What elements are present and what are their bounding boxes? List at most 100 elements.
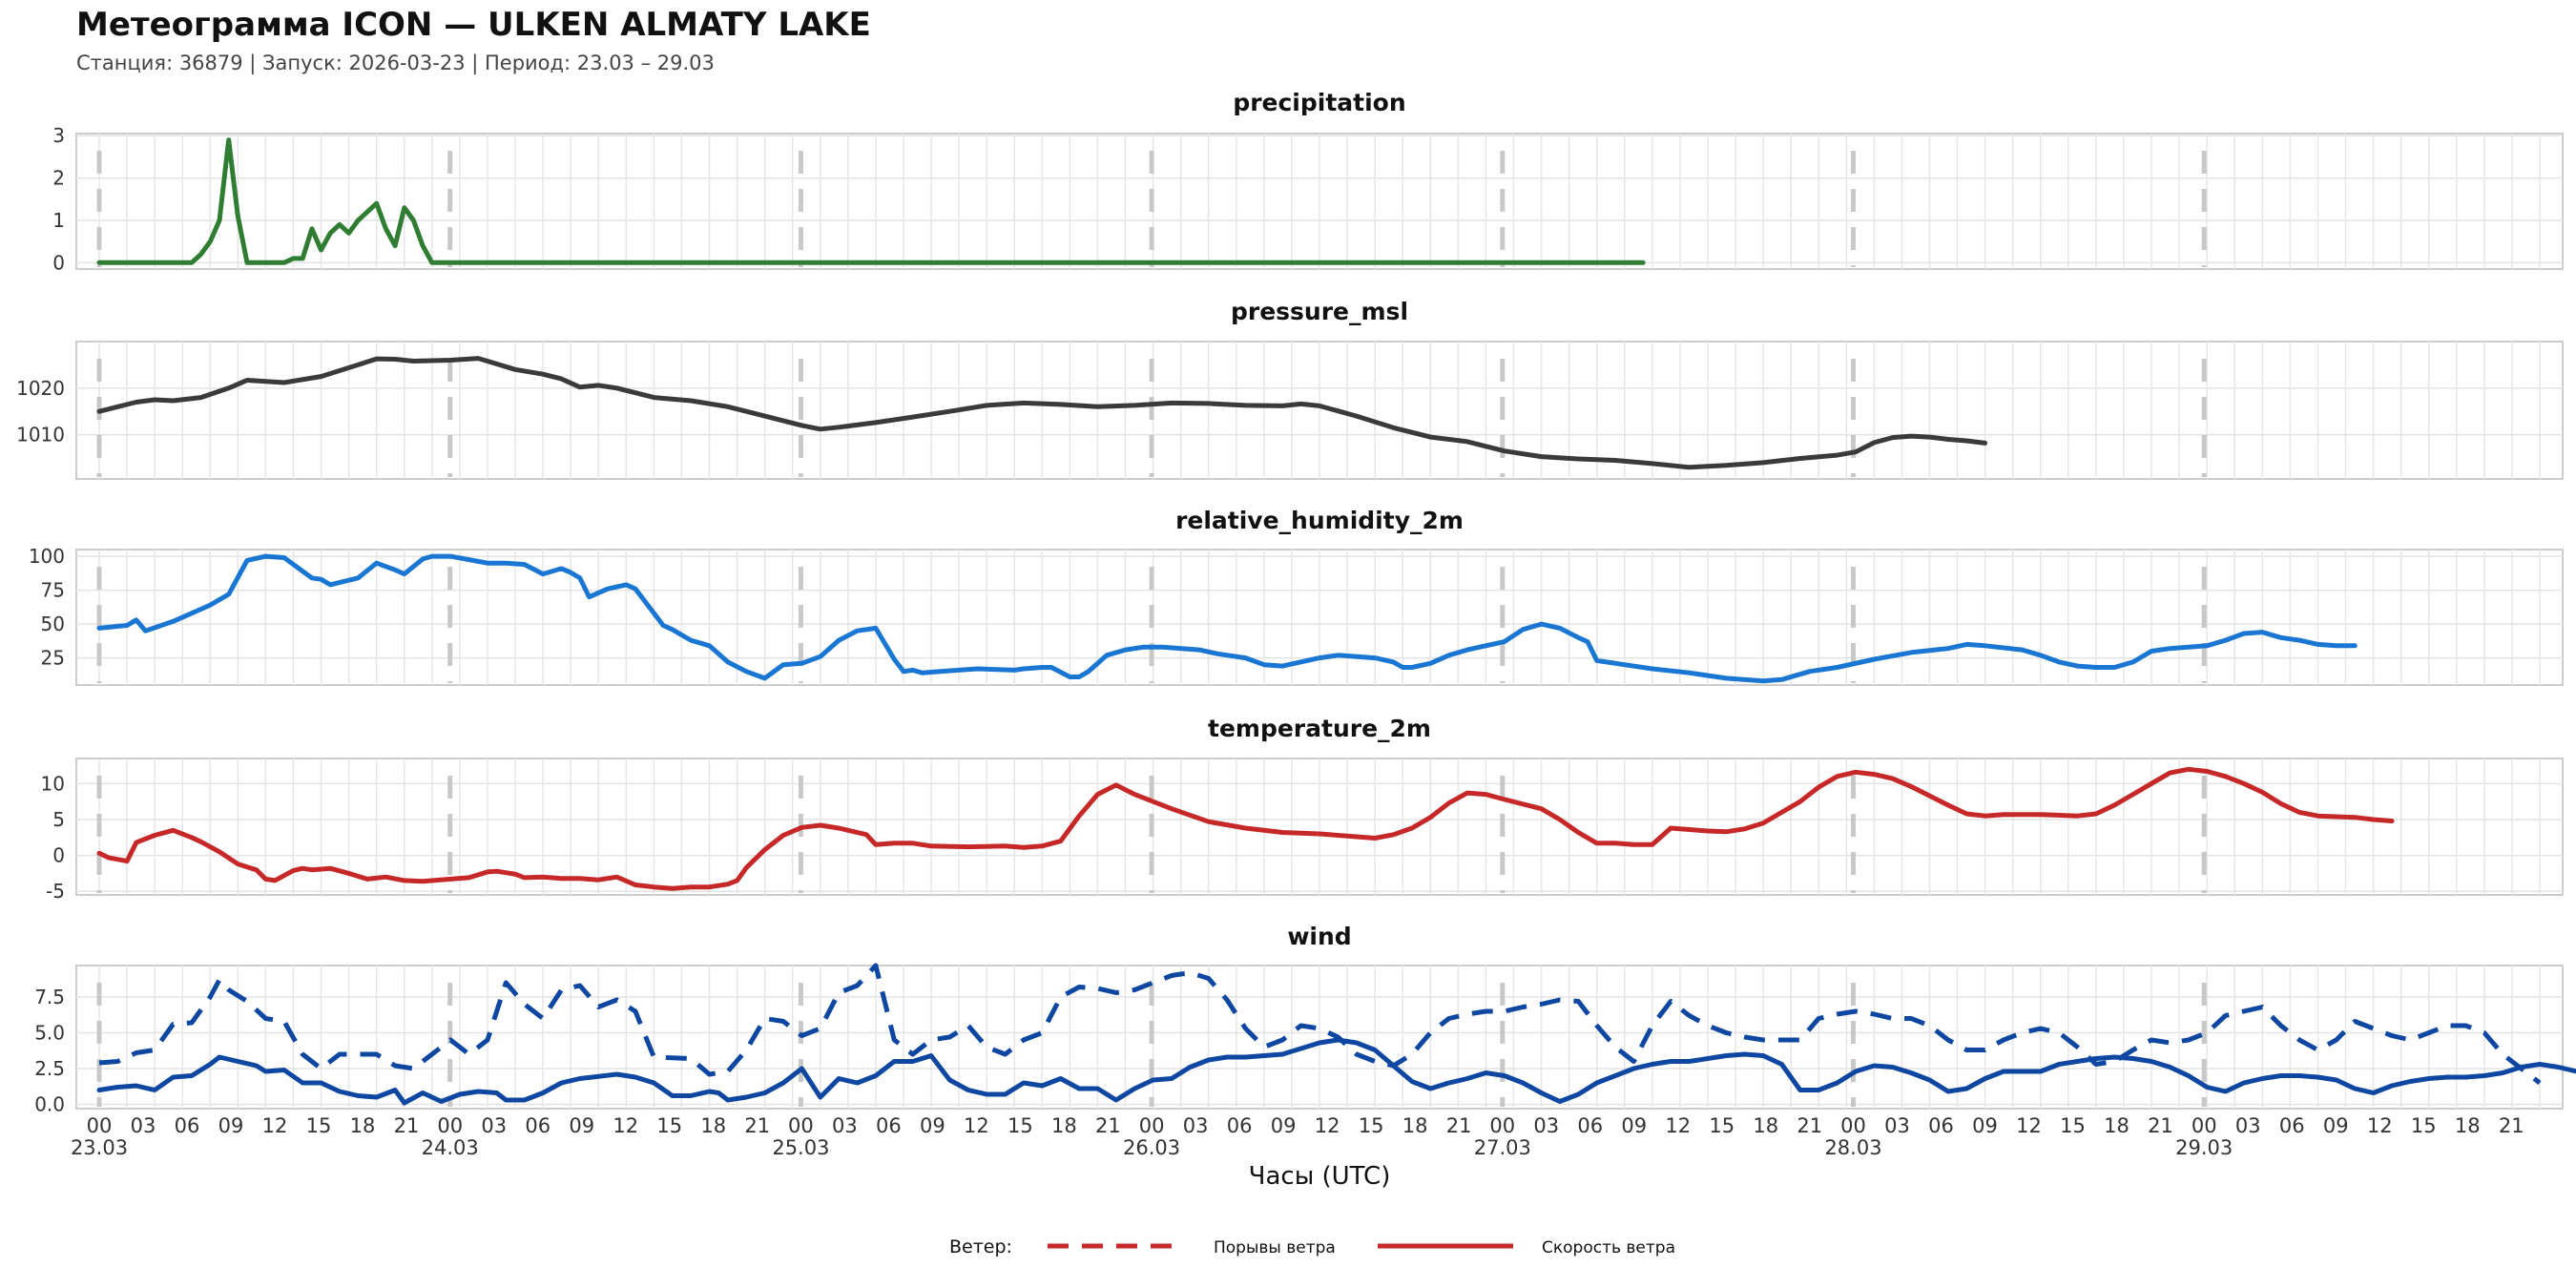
ytick-label: 1010 xyxy=(16,424,65,447)
panel-title: temperature_2m xyxy=(1208,715,1431,742)
panel-title: wind xyxy=(1287,923,1351,950)
xtick-hour-label: 12 xyxy=(1665,1114,1691,1137)
xtick-hour-label: 09 xyxy=(218,1114,244,1137)
xtick-hour-label: 03 xyxy=(2235,1114,2261,1137)
xtick-hour-label: 18 xyxy=(1051,1114,1077,1137)
xtick-hour-label: 09 xyxy=(920,1114,945,1137)
xtick-hour-label: 03 xyxy=(481,1114,507,1137)
legend-label-gusts: Порывы ветра xyxy=(1214,1238,1336,1257)
panel-wind: 0.0 2.5 5.0 7.5 wind xyxy=(34,923,2576,1116)
xtick-hour-label: 09 xyxy=(1972,1114,1998,1137)
xtick-hour-label: 21 xyxy=(1446,1114,1472,1137)
xtick-hour-label: 00 xyxy=(1139,1114,1165,1137)
xtick-hour-label: 21 xyxy=(1797,1114,1822,1137)
xtick-hour-label: 15 xyxy=(1359,1114,1384,1137)
xtick-day-label: 26.03 xyxy=(1123,1136,1180,1159)
ytick-label: 1020 xyxy=(16,377,65,400)
series-line-temperature_2m xyxy=(96,766,2395,891)
xtick-hour-label: 00 xyxy=(87,1114,113,1137)
panel-title: relative_humidity_2m xyxy=(1175,507,1464,534)
xtick-day-label: 25.03 xyxy=(772,1136,829,1159)
xtick-hour-label: 00 xyxy=(2192,1114,2217,1137)
xtick-hour-label: 00 xyxy=(1840,1114,1866,1137)
xtick-hour-label: 12 xyxy=(964,1114,989,1137)
xtick-day-label: 23.03 xyxy=(71,1136,128,1159)
ytick-label: 5 xyxy=(52,808,65,831)
xtick-hour-label: 21 xyxy=(2499,1114,2524,1137)
xtick-hour-label: 12 xyxy=(2016,1114,2042,1137)
ytick-label: 10 xyxy=(41,772,65,795)
ytick-label: 25 xyxy=(41,647,65,670)
ytick-label: 3 xyxy=(52,124,65,147)
panel-pressure_msl: 1010 1020 pressure_msl xyxy=(16,298,2564,480)
xtick-hour-label: 12 xyxy=(1315,1114,1340,1137)
xtick-hour-label: 18 xyxy=(2104,1114,2129,1137)
series-line-precipitation xyxy=(96,137,1646,265)
ytick-label: 0 xyxy=(52,844,65,867)
xtick-hour-label: 12 xyxy=(2367,1114,2393,1137)
xtick-hour-label: 12 xyxy=(262,1114,288,1137)
xtick-hour-label: 15 xyxy=(1709,1114,1735,1137)
xtick-hour-label: 06 xyxy=(2279,1114,2305,1137)
legend-label-speed: Скорость ветра xyxy=(1542,1238,1675,1257)
xtick-hour-label: 06 xyxy=(1928,1114,1954,1137)
ytick-label: 75 xyxy=(41,579,65,602)
panel-temperature_2m: -5 0 5 10 temperature_2m xyxy=(41,715,2564,903)
xtick-hour-label: 06 xyxy=(876,1114,902,1137)
xtick-hour-label: 21 xyxy=(1095,1114,1121,1137)
page-title: Метеограмма ICON — ULKEN ALMATY LAKE xyxy=(76,6,871,44)
xtick-hour-label: 03 xyxy=(131,1114,156,1137)
xtick-hour-label: 03 xyxy=(1183,1114,1209,1137)
page-subtitle: Станция: 36879 | Запуск: 2026-03-23 | Пе… xyxy=(76,52,715,74)
xtick-hour-label: 00 xyxy=(1489,1114,1515,1137)
legend: Ветер: Порывы ветра Скорость ветра xyxy=(949,1236,1675,1257)
ytick-label: 5.0 xyxy=(34,1022,65,1045)
series-line-Скорость ветра xyxy=(96,1037,2576,1106)
ytick-label: 100 xyxy=(29,545,65,568)
ytick-label: -5 xyxy=(46,880,65,903)
xtick-hour-label: 12 xyxy=(613,1114,638,1137)
xtick-hour-label: 03 xyxy=(832,1114,858,1137)
xtick-day-label: 29.03 xyxy=(2175,1136,2233,1159)
xtick-hour-label: 09 xyxy=(2323,1114,2349,1137)
panel-title: precipitation xyxy=(1233,89,1405,116)
xtick-hour-label: 00 xyxy=(788,1114,814,1137)
panel-precipitation: 0 1 2 3 precipitation xyxy=(52,89,2564,274)
ytick-label: 50 xyxy=(41,613,65,635)
series-line-pressure_msl xyxy=(96,356,1988,470)
xtick-hour-label: 09 xyxy=(1621,1114,1647,1137)
xtick-hour-label: 18 xyxy=(1753,1114,1778,1137)
xtick-hour-label: 15 xyxy=(656,1114,682,1137)
xtick-day-label: 27.03 xyxy=(1474,1136,1531,1159)
xtick-hour-label: 09 xyxy=(569,1114,594,1137)
xtick-hour-label: 06 xyxy=(525,1114,551,1137)
xtick-hour-label: 00 xyxy=(437,1114,463,1137)
ytick-label: 1 xyxy=(52,209,65,232)
xtick-hour-label: 06 xyxy=(1227,1114,1253,1137)
legend-title: Ветер: xyxy=(949,1236,1012,1257)
xtick-day-label: 28.03 xyxy=(1824,1136,1881,1159)
xtick-hour-label: 03 xyxy=(1533,1114,1559,1137)
xtick-hour-label: 21 xyxy=(2148,1114,2173,1137)
panel-relative_humidity_2m: 25 50 75 100 relative_humidity_2m xyxy=(29,507,2564,686)
xtick-day-label: 24.03 xyxy=(422,1136,479,1159)
ytick-label: 7.5 xyxy=(34,986,65,1008)
ytick-label: 0 xyxy=(52,251,65,274)
xtick-hour-label: 18 xyxy=(1402,1114,1428,1137)
xtick-hour-label: 09 xyxy=(1271,1114,1297,1137)
xtick-hour-label: 18 xyxy=(350,1114,376,1137)
ytick-label: 2 xyxy=(52,167,65,190)
ytick-label: 2.5 xyxy=(34,1057,65,1080)
xtick-hour-label: 06 xyxy=(175,1114,200,1137)
series-line-relative_humidity_2m xyxy=(96,553,2358,684)
xtick-hour-label: 18 xyxy=(700,1114,726,1137)
series-line-Порывы ветра xyxy=(98,963,2542,1085)
xtick-hour-label: 15 xyxy=(2060,1114,2086,1137)
xtick-hour-label: 15 xyxy=(1008,1114,1033,1137)
xtick-hour-label: 03 xyxy=(1884,1114,1910,1137)
xtick-hour-label: 15 xyxy=(2411,1114,2437,1137)
xtick-hour-label: 15 xyxy=(306,1114,332,1137)
xtick-hour-label: 21 xyxy=(744,1114,770,1137)
